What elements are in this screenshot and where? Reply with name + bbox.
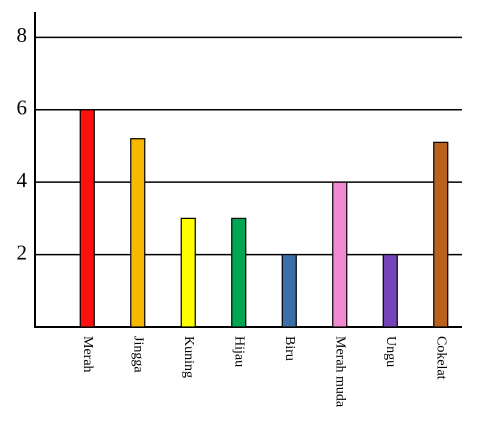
bar — [130, 138, 146, 328]
bar — [433, 141, 449, 328]
x-tick-label: Biru — [282, 336, 297, 361]
x-tick-label: Hijau — [232, 336, 247, 367]
bar — [79, 109, 95, 328]
bar — [382, 253, 398, 328]
x-tick-label: Cokelat — [434, 336, 449, 380]
y-tick-label: 4 — [17, 168, 28, 192]
y-tick-label: 6 — [17, 96, 28, 120]
bar — [332, 181, 348, 328]
x-tick-label: Jingga — [131, 336, 146, 373]
bar — [281, 253, 297, 328]
x-tick-label: Ungu — [383, 336, 398, 367]
y-tick-label: 8 — [17, 23, 28, 47]
x-tick-label: Merah muda — [333, 336, 348, 408]
x-tick-label: Kuning — [181, 336, 196, 378]
bar — [180, 217, 196, 328]
bar — [231, 217, 247, 328]
x-tick-label: Merah — [80, 336, 95, 373]
y-tick-label: 2 — [17, 240, 28, 264]
